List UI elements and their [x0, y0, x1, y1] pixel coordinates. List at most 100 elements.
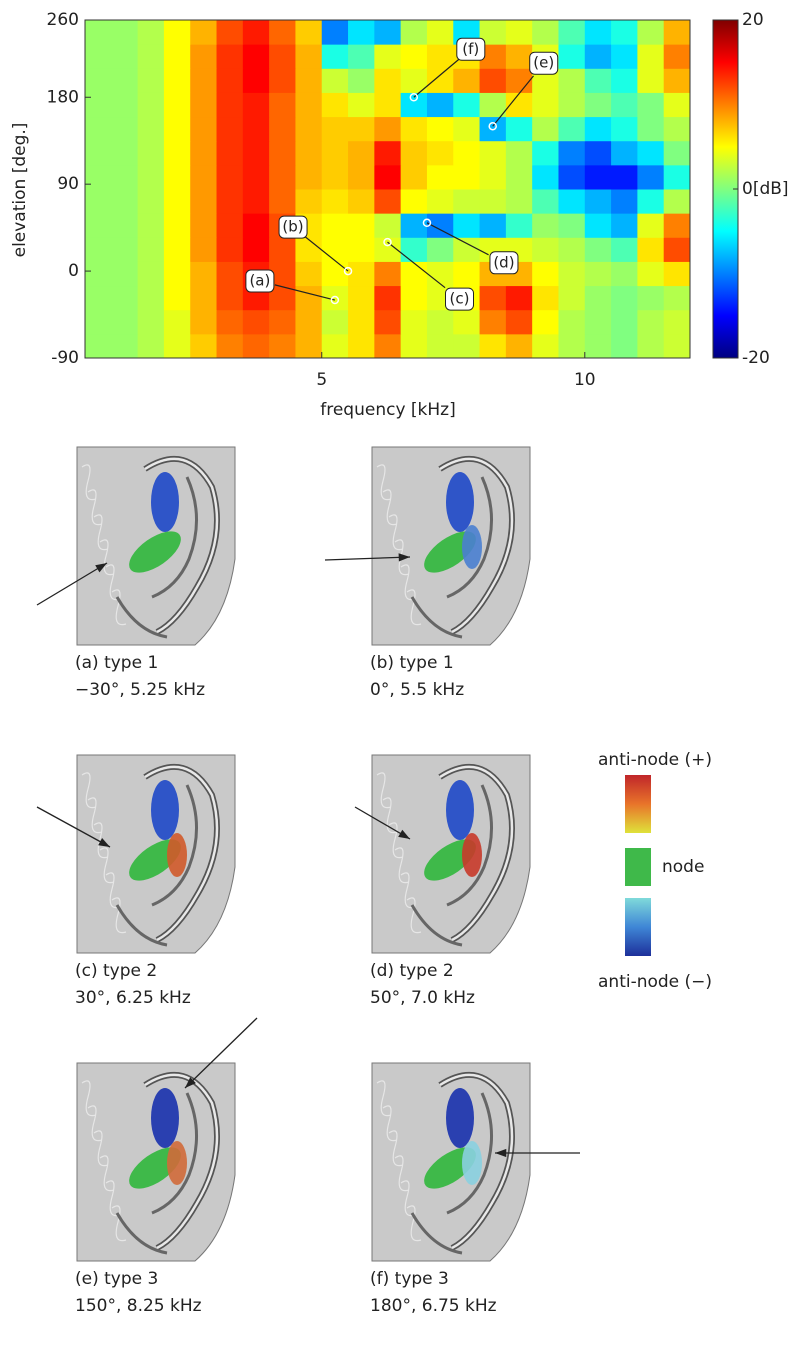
heat-cell: [216, 237, 244, 262]
heat-cell: [374, 68, 402, 93]
heat-cell: [637, 68, 665, 93]
x-tick-label: 5: [316, 370, 327, 390]
heat-cell: [111, 68, 139, 93]
heat-cell: [453, 140, 481, 166]
panel-detail: 30°, 6.25 kHz: [75, 988, 191, 1008]
annotation-box: [445, 287, 474, 311]
heat-cell: [348, 237, 375, 262]
ear-panel: (c) type 2 30°, 6.25 kHz: [36, 754, 236, 1008]
heat-cell: [85, 237, 112, 262]
heat-cell: [400, 309, 428, 335]
heat-cell: [111, 237, 139, 262]
heat-cell: [532, 261, 559, 287]
ear-blob-node: [129, 531, 181, 573]
heat-cell: [216, 140, 244, 166]
heat-cell: [611, 20, 638, 45]
heat-cell: [505, 116, 533, 142]
heat-cell: [321, 237, 349, 262]
ear-texture: [400, 1180, 416, 1217]
heat-cell: [163, 164, 191, 190]
heat-cell: [85, 189, 112, 214]
heat-cell: [505, 140, 533, 166]
panel-caption: (c) type 2: [75, 961, 157, 981]
heat-cell: [190, 189, 218, 214]
annotation-point: [422, 218, 432, 228]
heat-cell: [85, 285, 112, 311]
heat-cell: [400, 164, 428, 190]
ear-texture: [87, 1105, 103, 1142]
heat-cell: [400, 20, 428, 45]
y-tick-label: 90: [57, 174, 79, 194]
heat-cell: [295, 261, 323, 287]
ear-texture: [105, 1180, 121, 1217]
heat-cell: [295, 20, 323, 45]
heat-cell: [400, 333, 428, 359]
ear-panel: (b) type 1 0°, 5.5 kHz: [324, 446, 531, 700]
ear-antihelix: [151, 1092, 198, 1215]
ear-blob-upper: [446, 780, 474, 840]
heat-cell: [321, 164, 349, 190]
heat-cell: [242, 92, 270, 118]
heat-cell: [348, 68, 375, 93]
heat-cell: [584, 213, 612, 238]
heat-cell: [216, 68, 244, 93]
heat-cell: [295, 189, 323, 214]
heat-cell: [216, 189, 244, 214]
heat-cell: [584, 140, 612, 166]
heat-cell: [532, 237, 559, 262]
arrow-head: [185, 1077, 196, 1088]
heat-cell: [637, 44, 665, 69]
heat-cell: [216, 285, 244, 311]
panel-detail: −30°, 5.25 kHz: [75, 680, 205, 700]
heat-cell: [242, 44, 270, 69]
ear-texture: [93, 514, 109, 551]
annotation-box: [489, 251, 519, 275]
panel-caption: (a) type 1: [75, 653, 158, 673]
plot-frame: [84, 19, 691, 359]
heat-cell: [479, 164, 507, 190]
heat-cell: [505, 333, 533, 359]
heat-cell: [163, 285, 191, 311]
ear-texture: [99, 847, 115, 884]
heat-cell: [479, 116, 507, 142]
annotation-box: [245, 269, 275, 293]
heat-cell: [348, 333, 375, 359]
heat-cell: [111, 285, 139, 311]
heat-cell: [558, 261, 586, 287]
heat-cell: [663, 68, 691, 93]
heat-cell: [85, 213, 112, 238]
heat-cell: [295, 164, 323, 190]
heat-cell: [584, 333, 612, 359]
heat-cell: [190, 68, 218, 93]
ear-texture: [406, 589, 422, 626]
heat-cell: [374, 20, 402, 45]
heat-cell: [532, 309, 559, 335]
heat-cell: [663, 261, 691, 287]
heat-cell: [637, 261, 665, 287]
heat-cell: [190, 237, 218, 262]
ear-texture: [400, 564, 416, 601]
heat-cell: [137, 237, 165, 262]
y-tick-label: 0: [68, 261, 79, 281]
heat-cell: [558, 44, 586, 69]
heat-cell: [453, 68, 481, 93]
heat-cell: [295, 68, 323, 93]
annotation-label: (c): [450, 290, 470, 308]
heat-cell: [190, 164, 218, 190]
heat-cell: [505, 189, 533, 214]
ear-blob-upper: [151, 1088, 179, 1148]
annotation-leader: [274, 284, 336, 301]
heat-cell: [321, 44, 349, 69]
heat-cell: [190, 285, 218, 311]
arrow-head: [95, 563, 107, 573]
ear-texture: [406, 897, 422, 934]
heat-cell: [348, 309, 375, 335]
heat-cell: [111, 164, 139, 190]
heat-cell: [426, 237, 454, 262]
ear-blob-upper: [151, 472, 179, 532]
heat-cell: [163, 261, 191, 287]
heat-cell: [163, 213, 191, 238]
heat-cell: [663, 164, 691, 190]
ear-blob-extra: [462, 1141, 482, 1185]
y-tick-label: -90: [51, 348, 79, 368]
